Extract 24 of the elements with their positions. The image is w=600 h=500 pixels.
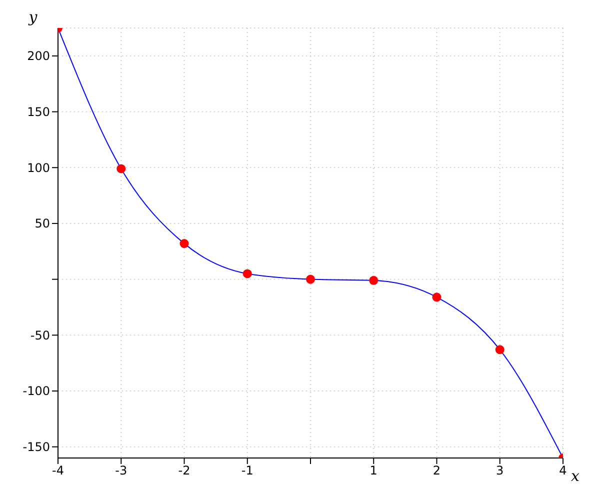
point: [116, 164, 126, 174]
y-tick-label: 50: [34, 216, 50, 231]
y-axis-title: y: [28, 8, 38, 26]
x-tick-label: -1: [241, 464, 254, 478]
point: [180, 239, 189, 248]
x-tick-label: 1: [370, 464, 378, 478]
y-tick-label: -100: [22, 384, 50, 398]
point: [369, 276, 378, 285]
x-axis-title: x: [571, 466, 580, 485]
point: [242, 269, 252, 278]
point: [495, 345, 504, 354]
y-tick-label: 100: [27, 160, 50, 175]
y-tick-label: -150: [22, 440, 50, 454]
x-tick-label: -3: [115, 464, 128, 478]
point: [432, 292, 442, 302]
x-tick-label: 3: [496, 464, 504, 478]
y-tick-label: 150: [27, 105, 50, 120]
y-tick-label: -50: [30, 328, 50, 342]
point: [306, 274, 316, 284]
x-tick-label: -2: [178, 464, 190, 478]
x-tick-label: 2: [432, 464, 441, 478]
x-tick-label: 4: [559, 464, 567, 478]
x-tick-label: -4: [52, 464, 64, 478]
y-tick-label: 200: [27, 49, 50, 64]
